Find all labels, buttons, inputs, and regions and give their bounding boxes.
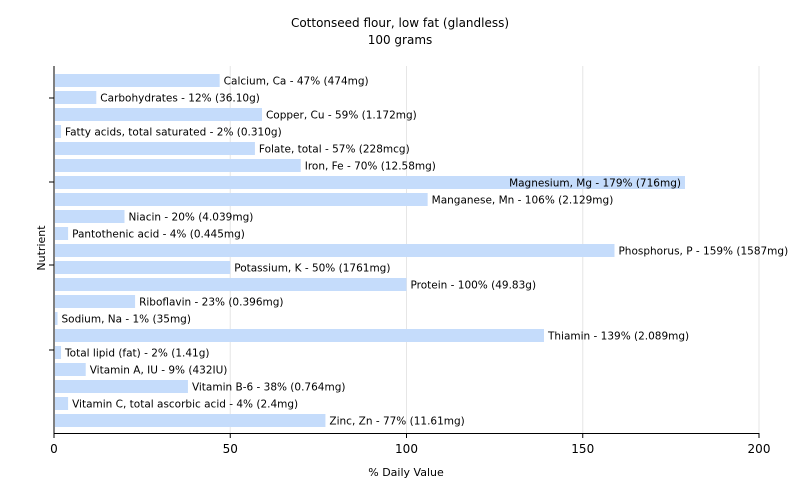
bar xyxy=(55,210,125,223)
bar-label: Magnesium, Mg - 179% (716mg) xyxy=(509,178,681,190)
bar xyxy=(55,414,326,427)
bar-label: Iron, Fe - 70% (12.58mg) xyxy=(305,161,436,173)
x-tick-label: 200 xyxy=(748,442,771,456)
bar xyxy=(55,244,615,257)
bar-label: Vitamin A, IU - 9% (432IU) xyxy=(90,365,228,377)
bar xyxy=(55,278,407,291)
bar xyxy=(55,363,86,376)
bar xyxy=(55,176,685,189)
chart-subtitle: 100 grams xyxy=(367,33,433,47)
bar-label: Folate, total - 57% (228mcg) xyxy=(259,144,410,156)
bar-label: Calcium, Ca - 47% (474mg) xyxy=(224,76,369,88)
bar xyxy=(55,346,62,359)
bar-label: Carbohydrates - 12% (36.10g) xyxy=(100,93,260,105)
bar-label: Vitamin B-6 - 38% (0.764mg) xyxy=(192,382,346,394)
bar xyxy=(55,295,136,308)
bar xyxy=(55,329,544,342)
bar xyxy=(55,91,97,104)
bars-group: Calcium, Ca - 47% (474mg) Carbohydrates -… xyxy=(55,74,788,428)
axes-group: 0 50 100 150 200 xyxy=(49,66,770,456)
x-tick-label: 100 xyxy=(395,442,418,456)
bar xyxy=(55,125,62,138)
bar xyxy=(55,397,69,410)
chart-title: Cottonseed flour, low fat (glandless) xyxy=(290,16,510,30)
bar-label: Manganese, Mn - 106% (2.129mg) xyxy=(432,195,614,207)
bar-label: Pantothenic acid - 4% (0.445mg) xyxy=(72,229,245,241)
x-axis-title: % Daily Value xyxy=(368,466,444,479)
bar xyxy=(55,193,428,206)
y-axis-title: Nutrient xyxy=(35,225,48,271)
bar-label: Riboflavin - 23% (0.396mg) xyxy=(139,297,283,309)
bar-label: Thiamin - 139% (2.089mg) xyxy=(547,331,689,343)
bar xyxy=(55,74,220,87)
bar-label: Sodium, Na - 1% (35mg) xyxy=(62,314,191,326)
x-tick-label: 50 xyxy=(223,442,238,456)
x-tick-label: 0 xyxy=(50,442,58,456)
bar-label: Potassium, K - 50% (1761mg) xyxy=(234,263,390,275)
bar-label: Total lipid (fat) - 2% (1.41g) xyxy=(64,348,209,360)
bar-label: Protein - 100% (49.83g) xyxy=(411,280,537,292)
x-tick-label: 150 xyxy=(571,442,594,456)
bar xyxy=(55,108,262,121)
bar-label: Phosphorus, P - 159% (1587mg) xyxy=(618,246,788,258)
bar-label: Niacin - 20% (4.039mg) xyxy=(129,212,254,224)
bar xyxy=(55,159,301,172)
bar xyxy=(55,380,188,393)
bar-label: Fatty acids, total saturated - 2% (0.310… xyxy=(65,127,282,139)
bar xyxy=(55,227,69,240)
bar-label: Copper, Cu - 59% (1.172mg) xyxy=(266,110,417,122)
bar xyxy=(55,261,231,274)
bar-label: Zinc, Zn - 77% (11.61mg) xyxy=(329,416,464,428)
bar xyxy=(55,312,58,325)
bar-label: Vitamin C, total ascorbic acid - 4% (2.4… xyxy=(72,399,298,411)
bar xyxy=(55,142,255,155)
